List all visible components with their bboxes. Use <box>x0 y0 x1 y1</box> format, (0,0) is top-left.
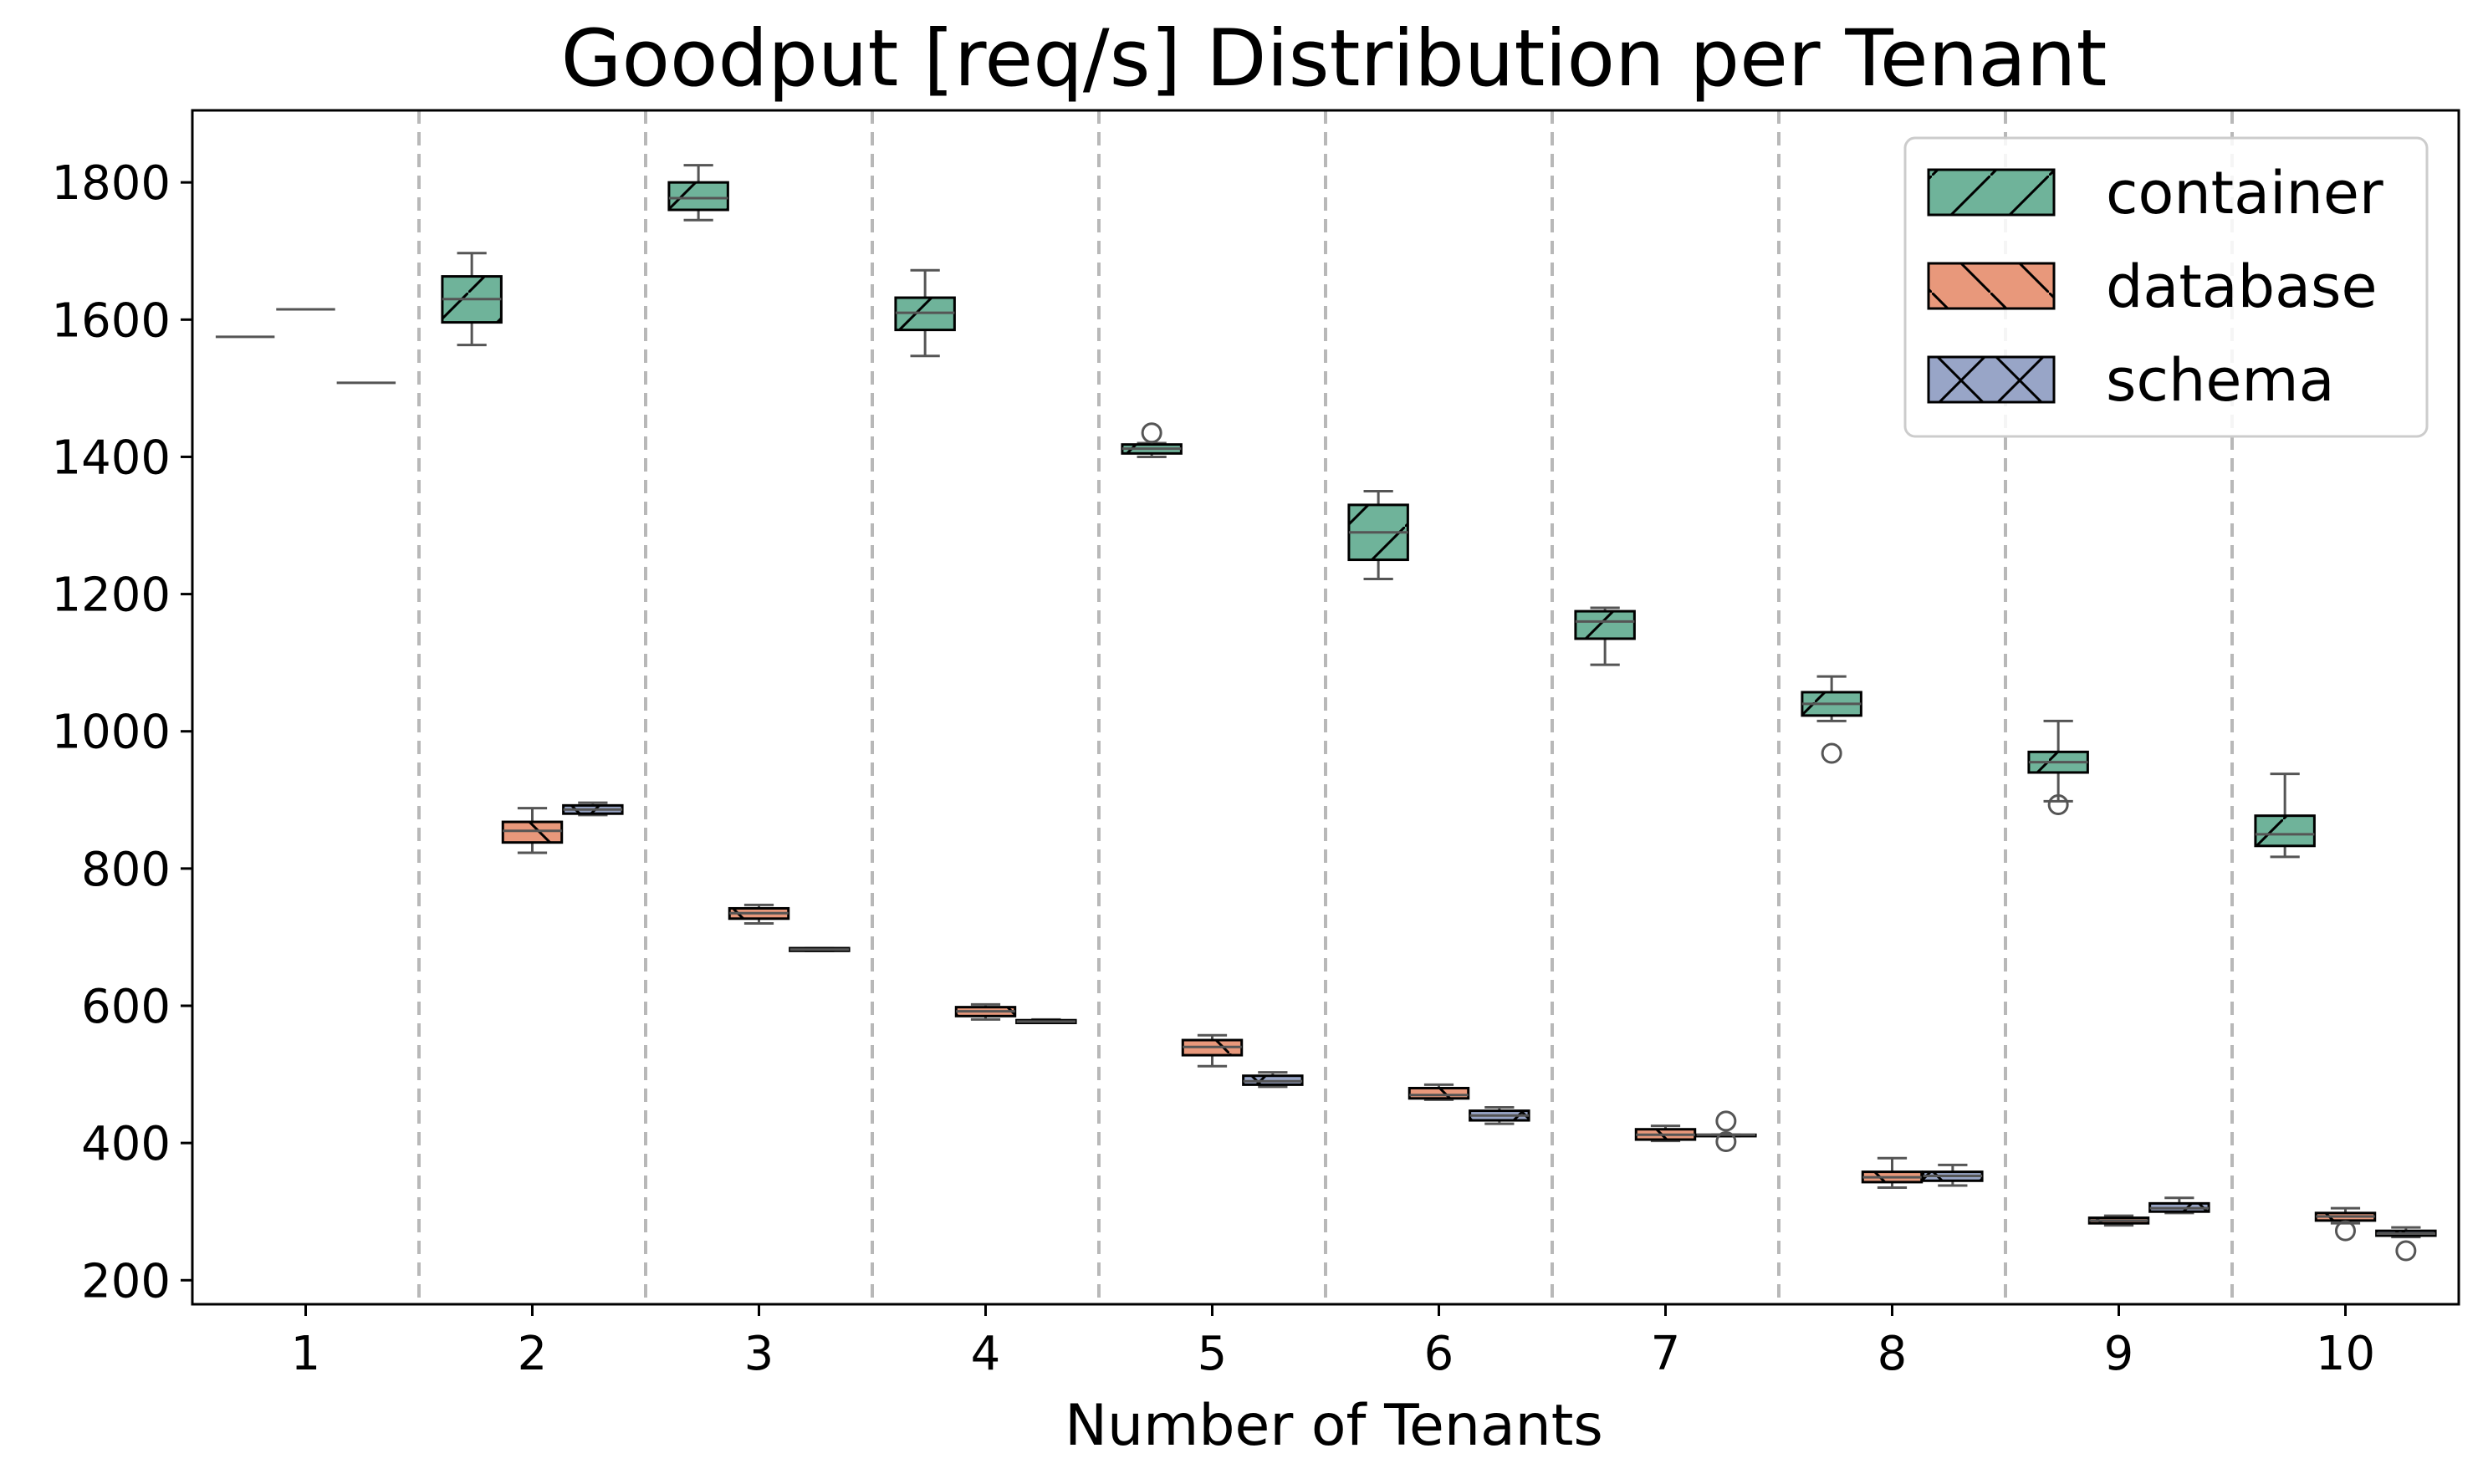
box-schema-7 <box>1695 1110 1757 1152</box>
box-container-10 <box>2254 773 2316 859</box>
box-series <box>215 164 2437 1262</box>
x-tick-label: 5 <box>1198 1327 1228 1381</box>
box-schema-3 <box>789 946 851 952</box>
legend-label-schema: schema <box>2106 346 2334 415</box>
x-tick-label: 4 <box>971 1327 1001 1381</box>
legend-label-container: container <box>2106 159 2383 227</box>
x-tick-label: 1 <box>291 1327 321 1381</box>
outlier-point <box>2047 794 2069 816</box>
box-database-3 <box>728 903 790 926</box>
plot-frame <box>191 109 2460 1306</box>
outlier-point <box>1715 1130 1737 1152</box>
box-database-4 <box>954 1002 1017 1021</box>
legend-hatch-container <box>1929 170 2054 215</box>
x-tick-label: 6 <box>1424 1327 1454 1381</box>
outlier-point <box>2395 1240 2417 1262</box>
box-container-3 <box>667 164 729 222</box>
box-database-10 <box>2314 1206 2377 1242</box>
box-container-6 <box>1347 489 1409 581</box>
x-axis-title: Number of Tenants <box>1065 1393 1603 1459</box>
box-container-4 <box>894 268 956 358</box>
chart-title: Goodput [req/s] Distribution per Tenant <box>561 13 2107 105</box>
box-hatch <box>1575 611 1635 639</box>
legend-hatch-database <box>1929 263 2054 309</box>
y-tick-label: 1000 <box>51 706 171 760</box>
x-tick-label: 3 <box>744 1327 774 1381</box>
outlier-point <box>1141 422 1162 444</box>
box-container-8 <box>1801 675 1862 764</box>
box-database-8 <box>1861 1156 1924 1189</box>
x-axis: 1 2 3 4 5 6 7 8 9 10 <box>291 1304 2375 1381</box>
box-database-7 <box>1634 1124 1697 1143</box>
box-hatch <box>2255 815 2315 846</box>
x-tick-label: 10 <box>2316 1327 2375 1381</box>
box-hatch <box>668 182 728 210</box>
x-tick-label: 8 <box>1878 1327 1908 1381</box>
y-tick-label: 1800 <box>51 156 171 211</box>
legend: container database schema <box>1903 136 2429 438</box>
box-hatch <box>503 822 562 843</box>
box-schema-4 <box>1015 1017 1077 1025</box>
box-database-9 <box>2087 1214 2150 1227</box>
y-tick-label: 200 <box>81 1254 171 1308</box>
box-container-5 <box>1121 422 1183 458</box>
box-schema-10 <box>2375 1226 2437 1262</box>
box-schema-8 <box>1922 1163 1984 1187</box>
outlier-point <box>1715 1110 1737 1132</box>
y-tick-label: 600 <box>81 980 171 1034</box>
box-database-2 <box>501 807 564 854</box>
y-axis: 200 400 600 800 1000 1200 1400 1600 1800 <box>51 156 192 1308</box>
box-database-5 <box>1181 1033 1244 1068</box>
y-tick-label: 400 <box>81 1117 171 1171</box>
x-tick-label: 9 <box>2104 1327 2134 1381</box>
y-tick-label: 1600 <box>51 293 171 348</box>
box-schema-5 <box>1242 1071 1304 1089</box>
y-tick-label: 1200 <box>51 569 171 623</box>
outlier-point <box>1821 742 1842 764</box>
box-hatch <box>1409 1088 1469 1099</box>
box-container-9 <box>2027 719 2089 816</box>
legend-label-database: database <box>2106 252 2378 321</box>
legend-hatch-schema <box>1929 357 2054 402</box>
x-tick-label: 7 <box>1651 1327 1681 1381</box>
box-schema-6 <box>1469 1105 1530 1125</box>
box-schema-2 <box>562 801 624 817</box>
box-database-6 <box>1408 1083 1470 1101</box>
y-tick-label: 800 <box>81 843 171 897</box>
x-tick-label: 2 <box>518 1327 548 1381</box>
outlier-point <box>2335 1220 2356 1242</box>
y-tick-label: 1400 <box>51 431 171 485</box>
box-container-2 <box>441 252 503 347</box>
box-container-7 <box>1574 606 1636 666</box>
box-schema-9 <box>2148 1196 2210 1215</box>
